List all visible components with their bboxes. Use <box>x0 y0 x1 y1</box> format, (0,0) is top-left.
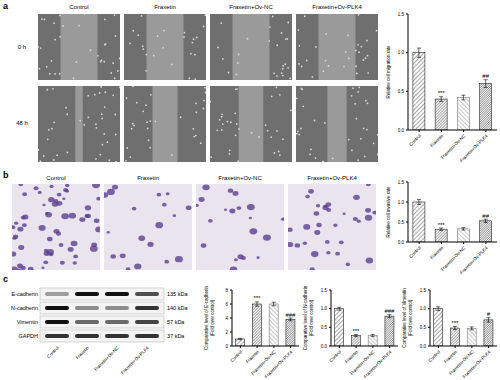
svg-text:Fraxetin+Ov-PLK4: Fraxetin+Ov-PLK4 <box>459 133 489 163</box>
svg-text:##: ## <box>482 73 489 79</box>
svg-text:140 kDa: 140 kDa <box>167 305 188 311</box>
svg-text:##: ## <box>482 213 489 219</box>
svg-text:Control: Control <box>408 133 422 147</box>
svg-text:Fraxetin: Fraxetin <box>245 349 260 364</box>
svg-text:***: *** <box>352 328 360 334</box>
svg-text:Fraxetin+Ov-NC: Fraxetin+Ov-NC <box>439 133 467 160</box>
svg-text:E-cadherin: E-cadherin <box>11 291 38 297</box>
svg-text:1.5: 1.5 <box>321 288 328 293</box>
svg-text:***: *** <box>451 320 459 326</box>
svg-text:1.5: 1.5 <box>420 288 427 293</box>
svg-text:1.5: 1.5 <box>398 180 405 185</box>
svg-text:Comparative level of E-cadheri: Comparative level of E-cadherin <box>204 285 209 350</box>
svg-text:Control: Control <box>46 345 60 359</box>
svg-text:1.0: 1.0 <box>398 200 405 205</box>
svg-text:1.0: 1.0 <box>321 306 328 311</box>
svg-text:Relative cell migration rate: Relative cell migration rate <box>386 45 391 99</box>
svg-text:N-cadherin: N-cadherin <box>11 305 38 311</box>
svg-text:37 kDa: 37 kDa <box>167 333 185 339</box>
svg-text:###: ### <box>285 312 296 318</box>
html-text:Fraxetin+Ov-NC: Fraxetin+Ov-NC <box>218 175 262 181</box>
svg-text:Control: Control <box>408 245 422 259</box>
svg-text:###: ### <box>384 308 395 314</box>
svg-text:Comparative level of N-cadheri: Comparative level of N-cadherin <box>303 285 308 350</box>
svg-text:0: 0 <box>225 344 228 349</box>
html-text:Fraxetin: Fraxetin <box>137 175 159 181</box>
svg-text:***: *** <box>438 222 446 228</box>
svg-text:0.0: 0.0 <box>420 344 427 349</box>
svg-text:#: # <box>487 311 491 317</box>
svg-text:Fraxetin+Ov-PLK4: Fraxetin+Ov-PLK4 <box>264 349 294 379</box>
svg-text:135 kDa: 135 kDa <box>167 291 188 297</box>
html-text:a: a <box>3 1 8 11</box>
svg-text:***: *** <box>253 295 261 301</box>
html-text:Fraxetin: Fraxetin <box>154 4 176 10</box>
svg-text:0.5: 0.5 <box>321 325 328 330</box>
svg-text:Fraxetin+Ov-NC: Fraxetin+Ov-NC <box>439 245 467 272</box>
svg-text:57 kDa: 57 kDa <box>167 319 185 325</box>
html-text:Control: Control <box>46 175 66 181</box>
svg-text:Fraxetin+Ov-PLK4: Fraxetin+Ov-PLK4 <box>462 349 492 379</box>
svg-text:Fraxetin: Fraxetin <box>75 345 90 360</box>
svg-text:Fraxetin: Fraxetin <box>429 245 444 260</box>
html-text:b: b <box>3 170 9 180</box>
svg-text:***: *** <box>438 90 446 96</box>
svg-text:0.5: 0.5 <box>420 325 427 330</box>
svg-text:(Fold over control): (Fold over control) <box>309 299 314 336</box>
svg-text:Fraxetin+Ov-NC: Fraxetin+Ov-NC <box>448 349 475 376</box>
svg-text:Fraxetin+Ov-NC: Fraxetin+Ov-NC <box>349 349 376 376</box>
svg-text:Vimentin: Vimentin <box>17 319 38 325</box>
svg-text:0.0: 0.0 <box>398 128 405 133</box>
svg-text:1.5: 1.5 <box>398 12 405 17</box>
svg-text:Fraxetin+Ov-PLK4: Fraxetin+Ov-PLK4 <box>363 349 393 379</box>
svg-text:0.5: 0.5 <box>398 220 405 225</box>
svg-text:GAPDH: GAPDH <box>18 333 38 339</box>
svg-text:2: 2 <box>225 330 228 335</box>
svg-text:Control: Control <box>328 349 342 363</box>
svg-text:6: 6 <box>225 302 228 307</box>
svg-text:8: 8 <box>225 288 228 293</box>
svg-text:0.0: 0.0 <box>321 344 328 349</box>
svg-text:Control: Control <box>427 349 441 363</box>
svg-text:(Fold over control): (Fold over control) <box>210 299 215 336</box>
html-text:Fraxetin+Ov-PLK4: Fraxetin+Ov-PLK4 <box>307 175 357 181</box>
html-text:Control: Control <box>69 4 89 10</box>
svg-text:Relative cell invasive rate: Relative cell invasive rate <box>386 186 391 237</box>
svg-text:Fraxetin: Fraxetin <box>429 133 444 148</box>
html-text:Fraxetin+Ov-PLK4: Fraxetin+Ov-PLK4 <box>312 4 362 10</box>
html-text:48 h: 48 h <box>16 120 28 126</box>
svg-text:Fraxetin: Fraxetin <box>443 349 458 364</box>
svg-text:Fraxetin+Ov-NC: Fraxetin+Ov-NC <box>93 345 120 372</box>
svg-text:Fraxetin+Ov-NC: Fraxetin+Ov-NC <box>250 349 277 376</box>
svg-text:4: 4 <box>225 316 228 321</box>
svg-text:Comparative level of Vimentin: Comparative level of Vimentin <box>402 288 407 348</box>
svg-text:0.5: 0.5 <box>398 89 405 94</box>
html-text:Fraxetin+Ov-NC: Fraxetin+Ov-NC <box>229 4 273 10</box>
svg-text:Fraxetin: Fraxetin <box>344 349 359 364</box>
svg-text:(Fold over control): (Fold over control) <box>408 299 413 336</box>
svg-text:Fraxetin+Ov-PLK4: Fraxetin+Ov-PLK4 <box>120 345 150 375</box>
svg-text:1.0: 1.0 <box>420 306 427 311</box>
svg-text:0.0: 0.0 <box>398 240 405 245</box>
html-text:0 h: 0 h <box>17 44 27 50</box>
svg-text:Fraxetin+Ov-PLK4: Fraxetin+Ov-PLK4 <box>459 245 489 275</box>
html-text:c: c <box>3 274 8 284</box>
svg-text:Control: Control <box>229 349 243 363</box>
svg-text:1.0: 1.0 <box>398 50 405 55</box>
